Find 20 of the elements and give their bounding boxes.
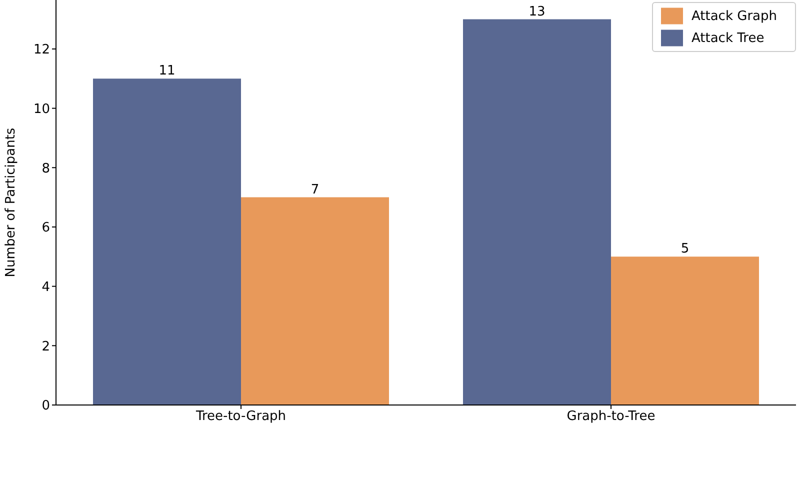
data-label: 5 bbox=[680, 242, 690, 257]
data-label: 13 bbox=[528, 4, 546, 20]
y-tick-label: 2 bbox=[42, 339, 50, 354]
bar bbox=[463, 19, 611, 405]
legend-label: Attack Tree bbox=[691, 30, 764, 46]
x-tick-label: Graph-to-Tree bbox=[566, 409, 656, 424]
y-tick-label: 10 bbox=[33, 102, 50, 117]
bar bbox=[241, 197, 389, 405]
y-tick-label: 12 bbox=[33, 42, 50, 58]
bar bbox=[93, 78, 241, 405]
data-label: 11 bbox=[158, 64, 176, 79]
x-tick-label: Tree-to-Graph bbox=[194, 409, 286, 424]
y-tick-label: 6 bbox=[42, 220, 50, 236]
y-tick-label: 0 bbox=[42, 398, 50, 414]
y-tick-label: 8 bbox=[42, 161, 50, 176]
y-tick-label: 4 bbox=[42, 280, 50, 295]
bar bbox=[611, 256, 759, 405]
y-axis-title: Number of Participants bbox=[4, 128, 19, 278]
data-label: 7 bbox=[310, 182, 320, 198]
legend-label: Attack Graph bbox=[691, 8, 777, 24]
